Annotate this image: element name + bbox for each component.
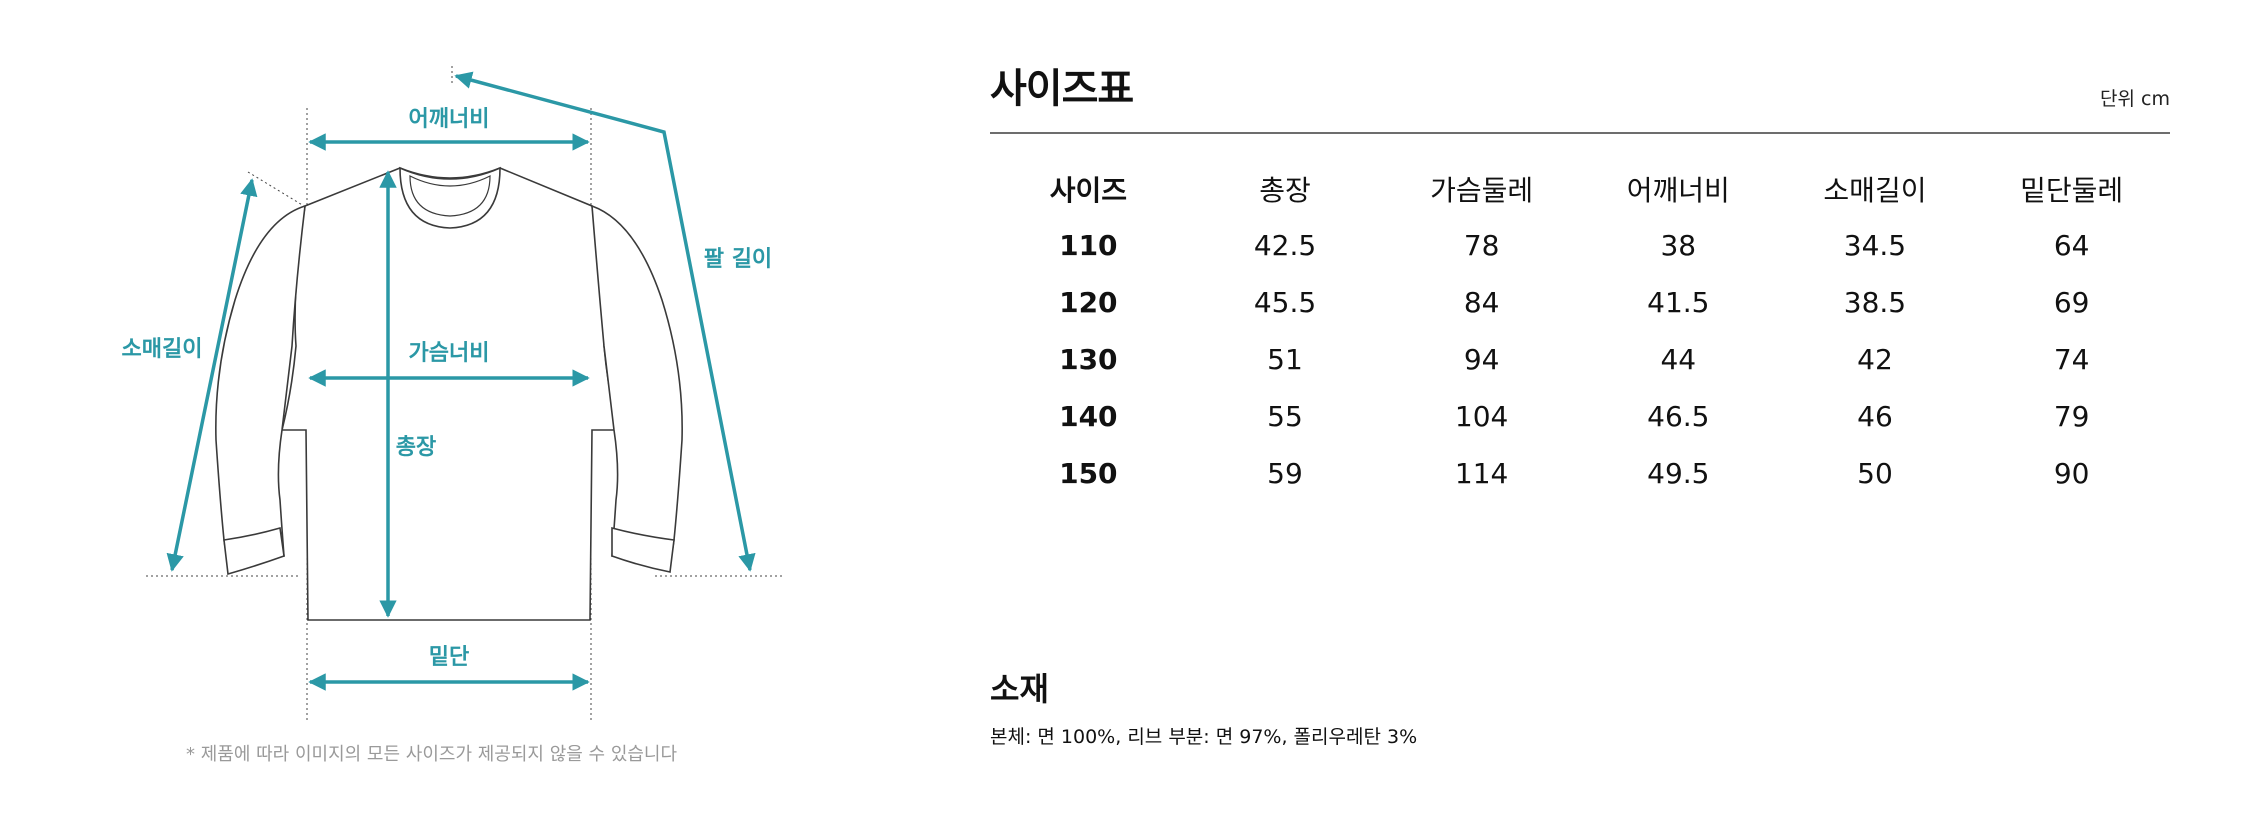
table-cell: 46.5 [1647, 400, 1710, 433]
table-cell: 50 [1857, 457, 1893, 490]
size-cell: 120 [1059, 286, 1118, 319]
table-cell: 104 [1454, 400, 1509, 433]
column-header: 밑단둘레 [2020, 173, 2124, 207]
table-cell: 42 [1857, 343, 1893, 376]
shoulder-label: 어깨너비 [409, 107, 490, 132]
column-header: 소매길이 [1823, 173, 1927, 207]
sweatshirt-outline [215, 166, 683, 621]
table-row: 110 42.5 78 38 34.5 64 [990, 217, 2170, 274]
table-cell: 74 [2053, 343, 2090, 376]
size-chart-panel: 사이즈표 단위 cm 사이즈 총장 가슴둘레 어깨너비 소매길이 밑단둘레 11… [990, 0, 2170, 840]
arm-arrow [454, 71, 756, 572]
size-table: 사이즈 총장 가슴둘레 어깨너비 소매길이 밑단둘레 110 42.5 78 3… [990, 160, 2170, 502]
material-title: 소재 [990, 670, 1049, 708]
table-cell: 44 [1660, 343, 1697, 376]
size-cell: 140 [1059, 400, 1118, 433]
size-chart-title: 사이즈표 [990, 66, 1134, 112]
sleeve-label: 소매길이 [122, 337, 203, 362]
table-cell: 41.5 [1647, 286, 1710, 319]
table-cell: 49.5 [1647, 457, 1710, 490]
size-cell: 110 [1059, 229, 1118, 262]
table-cell: 45.5 [1253, 286, 1317, 319]
sleeve-arrow [166, 178, 258, 572]
size-cell: 150 [1059, 457, 1118, 490]
table-cell: 38 [1660, 229, 1697, 262]
measurement-arrows [166, 71, 756, 691]
table-row: 120 45.5 84 41.5 38.5 69 [990, 274, 2170, 331]
table-cell: 46 [1857, 400, 1893, 433]
table-cell: 94 [1463, 343, 1500, 376]
disclaimer-note: * 제품에 따라 이미지의 모든 사이즈가 제공되지 않을 수 있습니다 [186, 744, 678, 765]
column-header: 가슴둘레 [1430, 173, 1534, 207]
table-header-row: 사이즈 총장 가슴둘레 어깨너비 소매길이 밑단둘레 [990, 160, 2170, 217]
table-cell: 79 [2053, 400, 2090, 433]
table-cell: 84 [1463, 286, 1500, 319]
table-row: 150 59 114 49.5 50 90 [990, 445, 2170, 502]
table-cell: 34.5 [1843, 229, 1907, 262]
table-cell: 78 [1463, 229, 1500, 262]
table-cell: 90 [2053, 457, 2090, 490]
hem-label: 밑단 [429, 645, 469, 670]
column-header: 총장 [1259, 173, 1311, 207]
table-cell: 114 [1454, 457, 1509, 490]
chest-label: 가슴너비 [409, 341, 490, 366]
table-cell: 38.5 [1843, 286, 1907, 319]
table-cell: 69 [2053, 286, 2090, 319]
column-header: 사이즈 [1049, 173, 1127, 207]
table-row: 130 51 94 44 42 74 [990, 331, 2170, 388]
size-cell: 130 [1059, 343, 1118, 376]
table-cell: 42.5 [1253, 229, 1317, 262]
length-label: 총장 [396, 435, 436, 460]
column-header: 어깨너비 [1626, 173, 1730, 207]
arm-label: 팔 길이 [704, 247, 772, 272]
table-cell: 51 [1267, 343, 1303, 376]
table-cell: 59 [1267, 457, 1303, 490]
garment-measurement-diagram: 어깨너비 가슴너비 총장 밑단 소매길이 팔 길이 [122, 66, 782, 720]
unit-label: 단위 cm [2100, 88, 2170, 110]
table-cell: 64 [2053, 229, 2090, 262]
material-text: 본체: 면 100%, 리브 부분: 면 97%, 폴리우레탄 3% [990, 726, 1418, 748]
table-row: 140 55 104 46.5 46 79 [990, 388, 2170, 445]
table-cell: 55 [1267, 400, 1303, 433]
divider [990, 132, 2170, 134]
